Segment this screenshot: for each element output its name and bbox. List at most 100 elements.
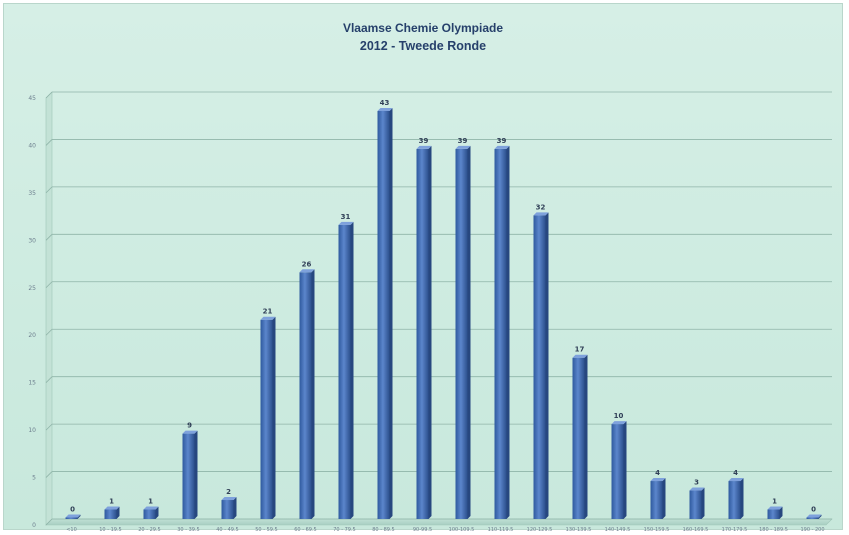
x-tick-label: 90-99.5 <box>413 527 432 531</box>
grid-layer <box>45 91 833 526</box>
y-tick-label: 10 <box>28 427 36 434</box>
x-tick-label: 120-129.5 <box>527 527 553 531</box>
x-tick-label: 130-139.5 <box>566 527 592 531</box>
bar <box>806 517 819 519</box>
bar <box>143 509 156 519</box>
bar-value-label: 9 <box>187 422 192 430</box>
bar-value-label: 26 <box>302 260 312 268</box>
bar-value-label: 3 <box>694 479 699 487</box>
x-tick-label: 100-109.5 <box>449 527 475 531</box>
plot-side-wall <box>45 91 53 526</box>
bar-top <box>455 145 471 149</box>
bar-side <box>428 145 432 519</box>
bar <box>182 433 195 519</box>
bar <box>221 500 234 519</box>
bar <box>728 481 741 519</box>
gridline-wall <box>45 376 53 383</box>
gridline-wall <box>45 281 53 289</box>
y-tick-label: 5 <box>32 475 36 482</box>
bar-top <box>338 221 354 225</box>
y-tick-label: 45 <box>28 95 36 102</box>
bar <box>65 517 78 519</box>
x-tick-label: <10 <box>66 527 77 531</box>
bar <box>455 148 468 519</box>
bar <box>494 148 507 519</box>
x-tick-label: 40 - 49.5 <box>216 527 238 531</box>
bar-top <box>65 514 81 518</box>
bar <box>260 319 273 519</box>
bar-layer <box>65 107 822 519</box>
bar-value-label: 0 <box>70 506 75 514</box>
bar-top <box>182 430 198 434</box>
x-tick-label: 30 - 39.5 <box>177 527 199 531</box>
x-tick-label: 60 - 69.5 <box>294 527 316 531</box>
chart-frame: Vlaamse Chemie Olympiade 2012 - Tweede R… <box>3 3 843 531</box>
bar <box>416 148 429 519</box>
bar-top <box>611 421 627 425</box>
bar-top <box>299 269 315 273</box>
bar-side <box>740 478 744 519</box>
bar-value-label: 39 <box>419 137 429 145</box>
bar-top <box>416 145 432 149</box>
bar-side <box>311 269 315 519</box>
bar-value-label: 31 <box>341 213 351 221</box>
bar <box>611 424 624 519</box>
bar-value-label: 10 <box>614 412 624 420</box>
x-tick-label: 190 - 200 <box>800 527 824 531</box>
y-tick-label: 0 <box>32 522 36 529</box>
x-tick-label: 170-179.5 <box>722 527 748 531</box>
bar-top <box>533 212 549 216</box>
bar-value-label: 39 <box>458 137 468 145</box>
bar-top <box>806 514 822 518</box>
x-tick-label: 180 - 189.5 <box>759 527 788 531</box>
bar-side <box>350 221 354 519</box>
bar-value-label: 4 <box>655 469 660 477</box>
bar-value-label: 39 <box>497 137 507 145</box>
bar-value-label: 1 <box>148 498 153 506</box>
bar-top <box>572 354 588 358</box>
bar-value-label: 4 <box>733 469 738 477</box>
bar-top <box>104 506 120 510</box>
bar <box>767 509 780 519</box>
bar-value-label: 43 <box>380 99 390 107</box>
gridline-wall <box>45 518 53 526</box>
bar-side <box>233 497 237 519</box>
x-tick-label: 70 - 79.5 <box>333 527 355 531</box>
bar-side <box>506 145 510 519</box>
bar-top <box>728 478 744 482</box>
bar-side <box>77 514 81 519</box>
y-tick-label: 15 <box>28 380 36 387</box>
bar-value-label: 1 <box>772 498 777 506</box>
bar-value-label: 21 <box>263 308 273 316</box>
bar-side <box>194 430 198 519</box>
x-tick-label: 110-119.5 <box>488 527 514 531</box>
x-tick-label: 20 - 29.5 <box>138 527 160 531</box>
bar <box>338 224 351 519</box>
y-tick-label: 25 <box>28 285 36 292</box>
bar-top <box>377 107 393 111</box>
y-tick-label: 30 <box>28 237 36 244</box>
bar <box>104 509 117 519</box>
bar-side <box>272 316 276 519</box>
gridline-wall <box>45 234 53 241</box>
x-tick-label: 10 - 19.5 <box>99 527 121 531</box>
bar-side <box>155 506 159 519</box>
chart-subtitle: 2012 - Tweede Ronde <box>359 39 487 53</box>
bar <box>689 490 702 519</box>
gridline-wall <box>45 423 53 431</box>
bar-side <box>467 145 471 519</box>
bar-side <box>545 212 549 519</box>
chart-title: Vlaamse Chemie Olympiade <box>342 21 504 35</box>
gridline-wall <box>45 471 53 478</box>
bar <box>533 215 546 519</box>
bar-value-label: 2 <box>226 488 231 496</box>
bar-side <box>584 354 588 519</box>
bar-top <box>260 316 276 320</box>
y-tick-label: 40 <box>28 142 36 149</box>
bar <box>650 481 663 519</box>
bar-value-label: 0 <box>811 506 816 514</box>
bar-value-label: 1 <box>109 498 114 506</box>
x-tick-label: 80 - 89.5 <box>372 527 394 531</box>
